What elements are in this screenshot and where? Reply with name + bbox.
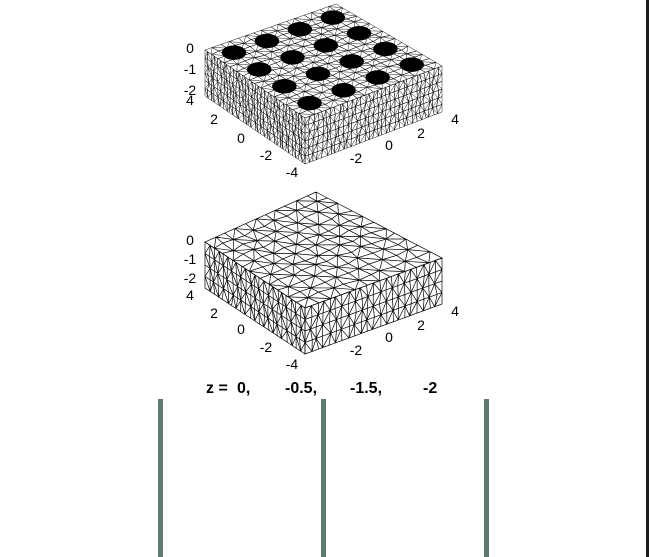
mesh-hole <box>246 62 272 77</box>
x-tick-label: -2 <box>350 342 363 358</box>
mesh-hole <box>221 45 247 60</box>
slice-value-2: -0.5, <box>285 380 317 397</box>
mesh-hole <box>320 10 346 25</box>
z-tick-label: -1 <box>184 61 197 77</box>
slice-bar-1 <box>158 399 163 557</box>
z-tick-label: 0 <box>186 40 194 56</box>
mesh-hole <box>254 33 280 49</box>
x-tick-label: 4 <box>451 111 459 127</box>
mesh-hole <box>272 79 297 94</box>
y-tick-label: -2 <box>260 339 273 355</box>
slice-bar-3 <box>484 399 489 557</box>
x-tick-label: 0 <box>385 329 393 345</box>
y-tick-label: 2 <box>210 111 218 127</box>
mesh-hole <box>399 57 424 72</box>
mesh-hole <box>313 38 339 53</box>
slice-bar-2 <box>321 399 326 557</box>
mesh-hole <box>346 26 372 41</box>
mesh-hole <box>331 83 356 98</box>
mesh-hole <box>305 66 331 82</box>
y-tick-label: 2 <box>210 305 218 321</box>
z-tick-label: -2 <box>184 82 197 98</box>
mesh-hole <box>339 54 364 69</box>
slice-value-3: -1.5, <box>350 380 382 397</box>
frame-border <box>646 0 649 557</box>
y-tick-label: 4 <box>186 92 194 108</box>
x-tick-label: 2 <box>417 317 425 333</box>
slice-caption-prefix: z = <box>206 380 228 397</box>
x-tick-label: 4 <box>451 303 459 319</box>
y-tick-label: 4 <box>186 287 194 303</box>
slice-value-4: -2 <box>423 380 437 397</box>
mesh-hole <box>280 50 305 65</box>
x-tick-label: 2 <box>417 125 425 141</box>
y-tick-label: -2 <box>260 147 273 163</box>
y-tick-label: 0 <box>237 130 245 146</box>
y-tick-label: -4 <box>286 356 299 372</box>
slice-value-1: 0, <box>237 380 250 397</box>
z-tick-label: -1 <box>184 251 197 267</box>
mesh-hole <box>365 70 390 85</box>
x-tick-label: 0 <box>385 137 393 153</box>
mesh-hole <box>373 41 398 57</box>
y-tick-label: 0 <box>237 321 245 337</box>
y-tick-label: -4 <box>286 164 299 180</box>
mesh-hole <box>287 22 313 37</box>
mesh-hole <box>297 95 322 111</box>
z-tick-label: 0 <box>186 232 194 248</box>
z-tick-label: -2 <box>184 270 197 286</box>
x-tick-label: -2 <box>350 150 363 166</box>
